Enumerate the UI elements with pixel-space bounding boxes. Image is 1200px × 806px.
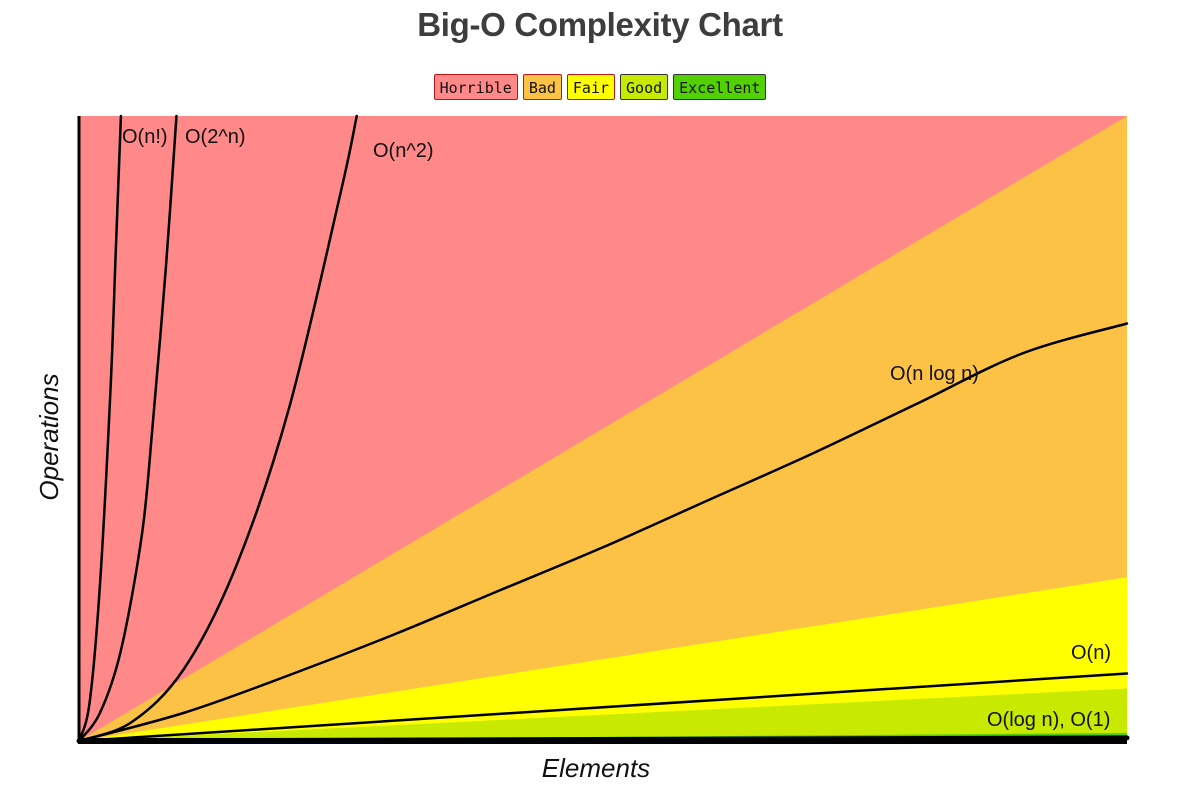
legend-item-horrible: Horrible: [433, 74, 518, 100]
region-good: [79, 688, 1127, 741]
curve-linear: [77, 672, 1129, 743]
curve-label-exponential: O(2^n): [185, 126, 246, 148]
legend: Horrible Bad Fair Good Excellent: [0, 74, 1200, 100]
region-bad: [79, 116, 1127, 741]
legend-item-fair: Fair: [566, 74, 616, 100]
chart-title: Big-O Complexity Chart: [417, 6, 783, 43]
region-fair: [79, 577, 1127, 741]
axes: [77, 116, 1127, 744]
x-axis-label: Elements: [542, 753, 650, 783]
legend-item-excellent: Excellent: [673, 74, 767, 100]
curve-labels: O(n!) O(2^n) O(n^2) O(n log n) O(n) O(lo…: [122, 126, 1111, 731]
curve-factorial: [77, 114, 123, 743]
curve-label-quadratic: O(n^2): [373, 140, 434, 162]
curve-label-linearithmic: O(n log n): [890, 363, 979, 385]
curve-label-linear: O(n): [1071, 642, 1111, 664]
legend-item-good: Good: [620, 74, 669, 100]
curve-quadratic: [77, 114, 358, 743]
y-axis-label: Operations: [34, 373, 64, 500]
curve-linearithmic: [77, 322, 1129, 743]
complexity-regions: [79, 116, 1127, 741]
legend-item-bad: Bad: [522, 74, 562, 100]
curve-label-log-constant: O(log n), O(1): [987, 709, 1110, 731]
curve-label-factorial: O(n!): [122, 126, 168, 148]
curve-exponential: [77, 114, 178, 743]
